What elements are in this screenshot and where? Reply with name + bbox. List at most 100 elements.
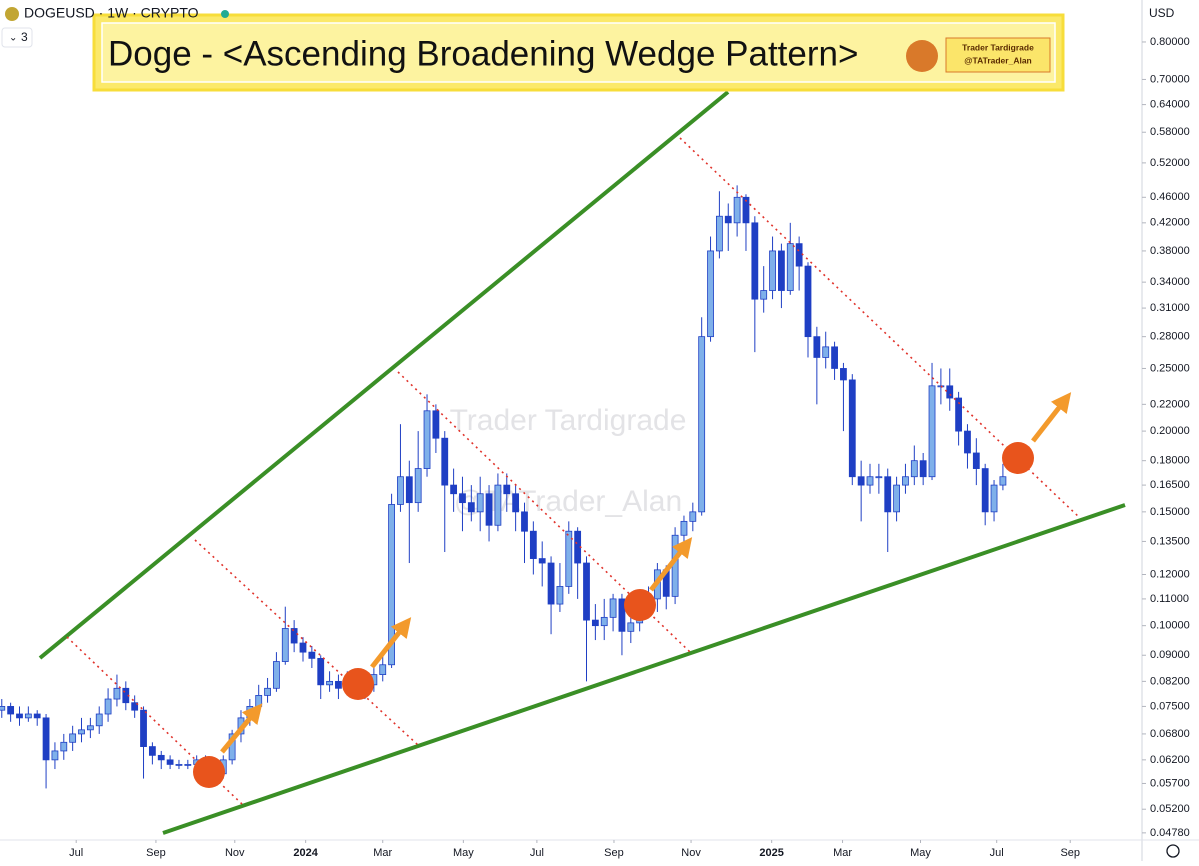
y-tick-label: 0.10000 <box>1150 620 1190 632</box>
price-axis: 0.80000 0.70000 0.64000 0.58000 0.52000 0.460… <box>1142 36 1190 839</box>
candle-body <box>529 530 537 559</box>
candle-body <box>955 397 963 432</box>
arrow <box>220 703 263 754</box>
candle-body <box>813 336 821 358</box>
candle-body <box>848 379 856 478</box>
settings-icon[interactable] <box>1166 844 1180 858</box>
candle-body <box>760 290 768 300</box>
y-tick-label: 0.06200 <box>1150 754 1190 766</box>
candle-body <box>547 562 555 605</box>
x-tick-label: 2025 <box>759 847 783 859</box>
candle-body <box>591 619 599 627</box>
candle-body <box>831 346 838 369</box>
chart-title: Doge - <Ascending Broadening Wedge Patte… <box>108 34 858 73</box>
symbol-icon <box>5 7 19 21</box>
currency-button[interactable] <box>1144 3 1186 25</box>
title-inner <box>101 22 1056 83</box>
arrow <box>649 537 693 592</box>
x-tick-label: Jul <box>69 847 83 859</box>
y-tick-label: 0.42000 <box>1150 217 1190 229</box>
candle-body <box>910 460 918 478</box>
y-tick-label: 0.20000 <box>1150 425 1190 437</box>
candle-body <box>326 680 333 686</box>
candle-body <box>423 410 431 469</box>
y-tick-label: 0.25000 <box>1150 362 1190 374</box>
y-tick-label: 0.08200 <box>1150 675 1190 687</box>
candle-body <box>42 717 50 761</box>
candle-body <box>273 661 280 689</box>
indicator-toggle[interactable] <box>1 27 33 48</box>
candle-body <box>538 558 546 564</box>
y-tick-label: 0.07500 <box>1150 700 1190 712</box>
candle-body <box>281 628 289 662</box>
candle-body <box>104 698 112 715</box>
y-tick-label: 0.12000 <box>1150 568 1190 580</box>
candle-body <box>184 764 192 766</box>
candle-body <box>299 642 307 653</box>
candle-body <box>707 250 714 338</box>
candle-body <box>494 484 502 526</box>
badge-line: Trader Tardigrade <box>962 42 1034 52</box>
candle-body <box>405 476 413 504</box>
time-axis: Jul Sep Nov 2024 Mar May Jul Sep Nov 2025 Mar May Ju… <box>69 840 1080 859</box>
currency-label: USD <box>1149 6 1175 20</box>
y-tick-label: 0.22000 <box>1150 398 1190 410</box>
candle-body <box>600 616 608 627</box>
candle-body <box>86 725 94 731</box>
candle-body <box>804 265 812 338</box>
candle-body <box>884 476 892 513</box>
candle-body <box>680 520 688 536</box>
candle-body <box>769 250 776 291</box>
candle-body <box>698 336 706 513</box>
x-tick-label: Sep <box>1060 847 1080 859</box>
symbol-label[interactable]: DOGEUSD · 1W · CRYPTO <box>24 5 199 21</box>
candle-body <box>671 534 679 597</box>
candle-body <box>521 511 528 532</box>
marker-circle <box>342 668 374 700</box>
candle-body <box>69 733 77 743</box>
dotted-line <box>66 636 244 806</box>
y-tick-label: 0.09000 <box>1150 649 1190 661</box>
candle-body <box>166 759 174 765</box>
candle-body <box>715 215 723 252</box>
candle-body <box>689 511 697 522</box>
x-tick-label: Mar <box>833 847 852 859</box>
x-tick-label: Nov <box>681 847 701 859</box>
candle-body <box>795 243 803 267</box>
candle-body <box>414 468 422 504</box>
candle-body <box>972 452 980 469</box>
y-tick-label: 0.31000 <box>1150 302 1190 314</box>
candle-body <box>51 750 59 761</box>
dotted-line <box>194 539 419 746</box>
candle-body <box>113 687 121 700</box>
candle-body <box>751 222 759 300</box>
y-tick-label: 0.18000 <box>1150 455 1190 467</box>
y-tick-label: 0.11000 <box>1150 593 1189 605</box>
candle-body <box>467 502 475 513</box>
status-dot <box>221 10 229 18</box>
candle-body <box>990 484 998 513</box>
candle-body <box>618 598 626 632</box>
candle-body <box>840 368 847 381</box>
y-tick-label: 0.16500 <box>1150 479 1190 491</box>
candle-body <box>78 729 85 735</box>
x-tick-label: Nov <box>225 847 245 859</box>
candle-body <box>432 410 440 439</box>
candle-body <box>24 713 32 719</box>
candle-body <box>902 476 909 486</box>
y-tick-label: 0.15000 <box>1150 506 1190 518</box>
candle-body <box>556 586 564 605</box>
indicator-count: 3 <box>21 30 28 44</box>
arrow <box>1031 392 1072 443</box>
candle-body <box>857 476 865 486</box>
y-tick-label: 0.05200 <box>1150 803 1190 815</box>
candle-body <box>724 215 732 224</box>
candle-body <box>999 476 1007 486</box>
y-tick-label: 0.13500 <box>1150 535 1190 547</box>
candle-body <box>140 709 147 747</box>
breakout-markers <box>193 442 1034 788</box>
candle-body <box>583 562 590 621</box>
candle-body <box>866 476 874 486</box>
